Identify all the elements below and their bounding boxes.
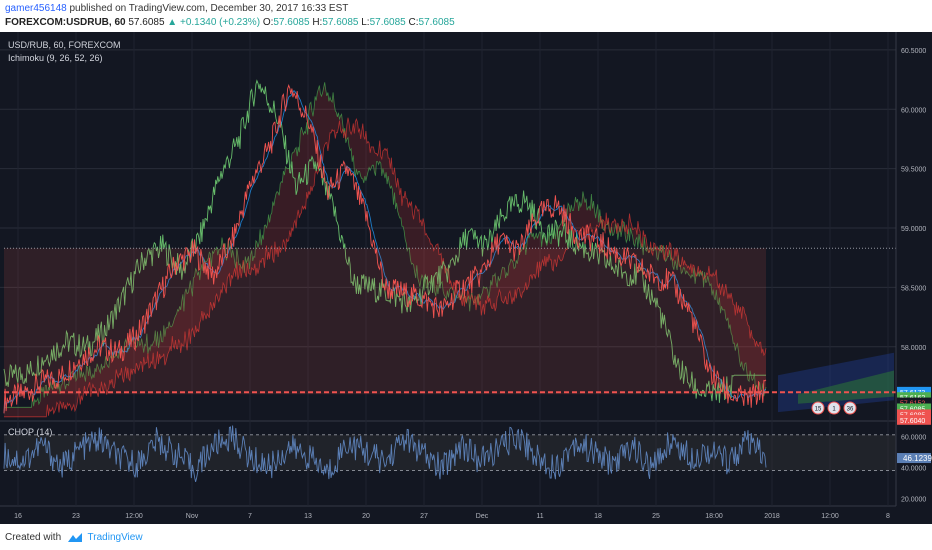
low-label: L: <box>361 17 370 28</box>
time-tick-label: 11 <box>536 513 543 520</box>
time-tick-label: Nov <box>186 513 199 520</box>
price-tick-label: 58.0000 <box>901 345 926 352</box>
time-tick-label: 12:00 <box>821 513 839 520</box>
chart-svg[interactable]: 15 1 36 60.5000 60.0000 59.5000 59.0000 58.500… <box>0 32 932 524</box>
span-b-line <box>4 117 767 418</box>
time-tick-label: 8 <box>886 513 890 520</box>
price-change: ▲ +0.1340 (+0.23%) <box>167 17 261 28</box>
price-label-bg <box>897 403 931 414</box>
price-axis: 60.5000 60.0000 59.5000 59.0000 58.5000 58.00… <box>895 32 932 524</box>
publish-text: published on TradingView.com, December 3… <box>69 3 349 14</box>
pair-legend[interactable]: USD/RUB, 60, FOREXCOM <box>8 40 121 50</box>
chop-last-bg <box>897 453 931 464</box>
price-label-bg <box>897 386 931 397</box>
time-tick-label: 16 <box>14 513 22 520</box>
open-value: 57.6085 <box>273 17 310 28</box>
high-value: 57.6085 <box>322 17 359 28</box>
event-marker-icon <box>827 401 841 415</box>
price-tick-label: 59.0000 <box>901 226 926 233</box>
price-tick-label: 59.5000 <box>901 167 926 174</box>
event-marker-label[interactable]: 1 <box>832 407 836 413</box>
price-tick-label: 60.5000 <box>901 48 926 55</box>
price-label: 57.6040 <box>900 418 925 425</box>
publish-info: gamer456148 published on TradingView.com… <box>5 3 348 14</box>
time-tick-label: 27 <box>420 513 428 520</box>
quote-line: FOREXCOM:USDRUB, 60 57.6085 ▲ +0.1340 (+… <box>5 17 455 28</box>
series-layer <box>3 79 767 483</box>
price-tick-label: 58.5000 <box>901 285 926 292</box>
time-tick-label: 20 <box>362 513 370 520</box>
time-tick-label: 18 <box>594 513 602 520</box>
high-label: H: <box>312 17 323 28</box>
time-tick-label: 23 <box>72 513 80 520</box>
time-tick-label: 18:00 <box>705 513 723 520</box>
price-line <box>3 84 767 414</box>
time-tick-label: Dec <box>476 513 489 520</box>
event-marker-label[interactable]: 15 <box>815 407 822 413</box>
chop-tick-label: 40.0000 <box>901 465 926 472</box>
author-link[interactable]: gamer456148 <box>5 3 67 14</box>
last-price: 57.6085 <box>128 17 165 28</box>
created-text: Created with <box>5 532 62 543</box>
price-tick-label: 60.0000 <box>901 107 926 114</box>
event-marker-icon <box>843 401 857 415</box>
footer: Created with TradingView <box>0 524 932 550</box>
future-cloud-green <box>798 370 894 404</box>
time-axis: 16 23 12:00 Nov 7 13 20 27 Dec 11 18 25 18:00 2018 12:… <box>14 513 890 520</box>
ichimoku-legend[interactable]: Ichimoku (9, 26, 52, 26) <box>8 53 103 63</box>
grid <box>0 32 932 507</box>
created-with: Created with TradingView <box>5 532 143 543</box>
close-label: C: <box>408 17 419 28</box>
low-value: 57.6085 <box>369 17 406 28</box>
time-tick-label: 13 <box>304 513 312 520</box>
header: gamer456148 published on TradingView.com… <box>0 0 932 32</box>
open-label: O: <box>262 17 274 28</box>
chop-legend[interactable]: CHOP (14) <box>8 427 52 437</box>
close-value: 57.6085 <box>418 17 455 28</box>
price-label-bg <box>897 392 931 403</box>
chop-last-value: 46.1239 <box>903 454 932 463</box>
chart-area[interactable]: 15 1 36 60.5000 60.0000 59.5000 59.0000 58.500… <box>0 32 932 524</box>
event-marker-icon <box>811 401 825 415</box>
tradingview-link[interactable]: TradingView <box>87 532 143 543</box>
lagging-span-line <box>3 79 766 403</box>
event-marker-label[interactable]: 36 <box>847 407 854 413</box>
span-a-line <box>4 82 767 408</box>
price-label-bg <box>897 397 931 408</box>
time-tick-label: 2018 <box>764 513 780 520</box>
chop-tick-label: 60.0000 <box>901 434 926 441</box>
chop-tick-label: 20.0000 <box>901 496 926 503</box>
time-tick-label: 25 <box>652 513 660 520</box>
time-tick-label: 7 <box>248 513 252 520</box>
price-label-bg <box>897 409 931 420</box>
price-label-bg <box>897 414 931 425</box>
tradingview-logo-icon <box>67 532 82 542</box>
chop-line <box>3 425 767 483</box>
symbol-label: FOREXCOM:USDRUB, 60 <box>5 17 126 28</box>
time-tick-label: 12:00 <box>125 513 143 520</box>
range-box <box>4 248 766 395</box>
overlay: 15 1 36 <box>4 247 896 415</box>
